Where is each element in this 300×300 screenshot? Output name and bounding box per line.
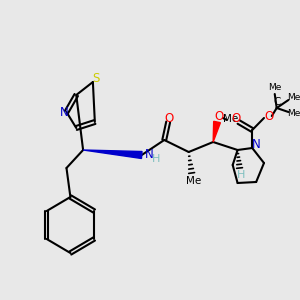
Text: O: O — [214, 110, 224, 122]
Text: O: O — [231, 112, 240, 124]
Text: Me: Me — [286, 110, 300, 118]
Text: N: N — [145, 148, 154, 160]
Text: Me: Me — [223, 114, 238, 124]
Text: N: N — [60, 106, 69, 118]
Text: C: C — [273, 97, 280, 107]
Text: Me: Me — [268, 83, 281, 92]
Text: Me: Me — [286, 94, 300, 103]
Polygon shape — [83, 150, 142, 158]
Text: N: N — [252, 137, 260, 151]
Polygon shape — [213, 121, 220, 142]
Text: H: H — [237, 170, 246, 180]
Text: O: O — [264, 110, 274, 124]
Text: S: S — [92, 73, 100, 85]
Text: H: H — [152, 154, 160, 164]
Text: Me: Me — [186, 176, 201, 186]
Text: O: O — [164, 112, 174, 124]
